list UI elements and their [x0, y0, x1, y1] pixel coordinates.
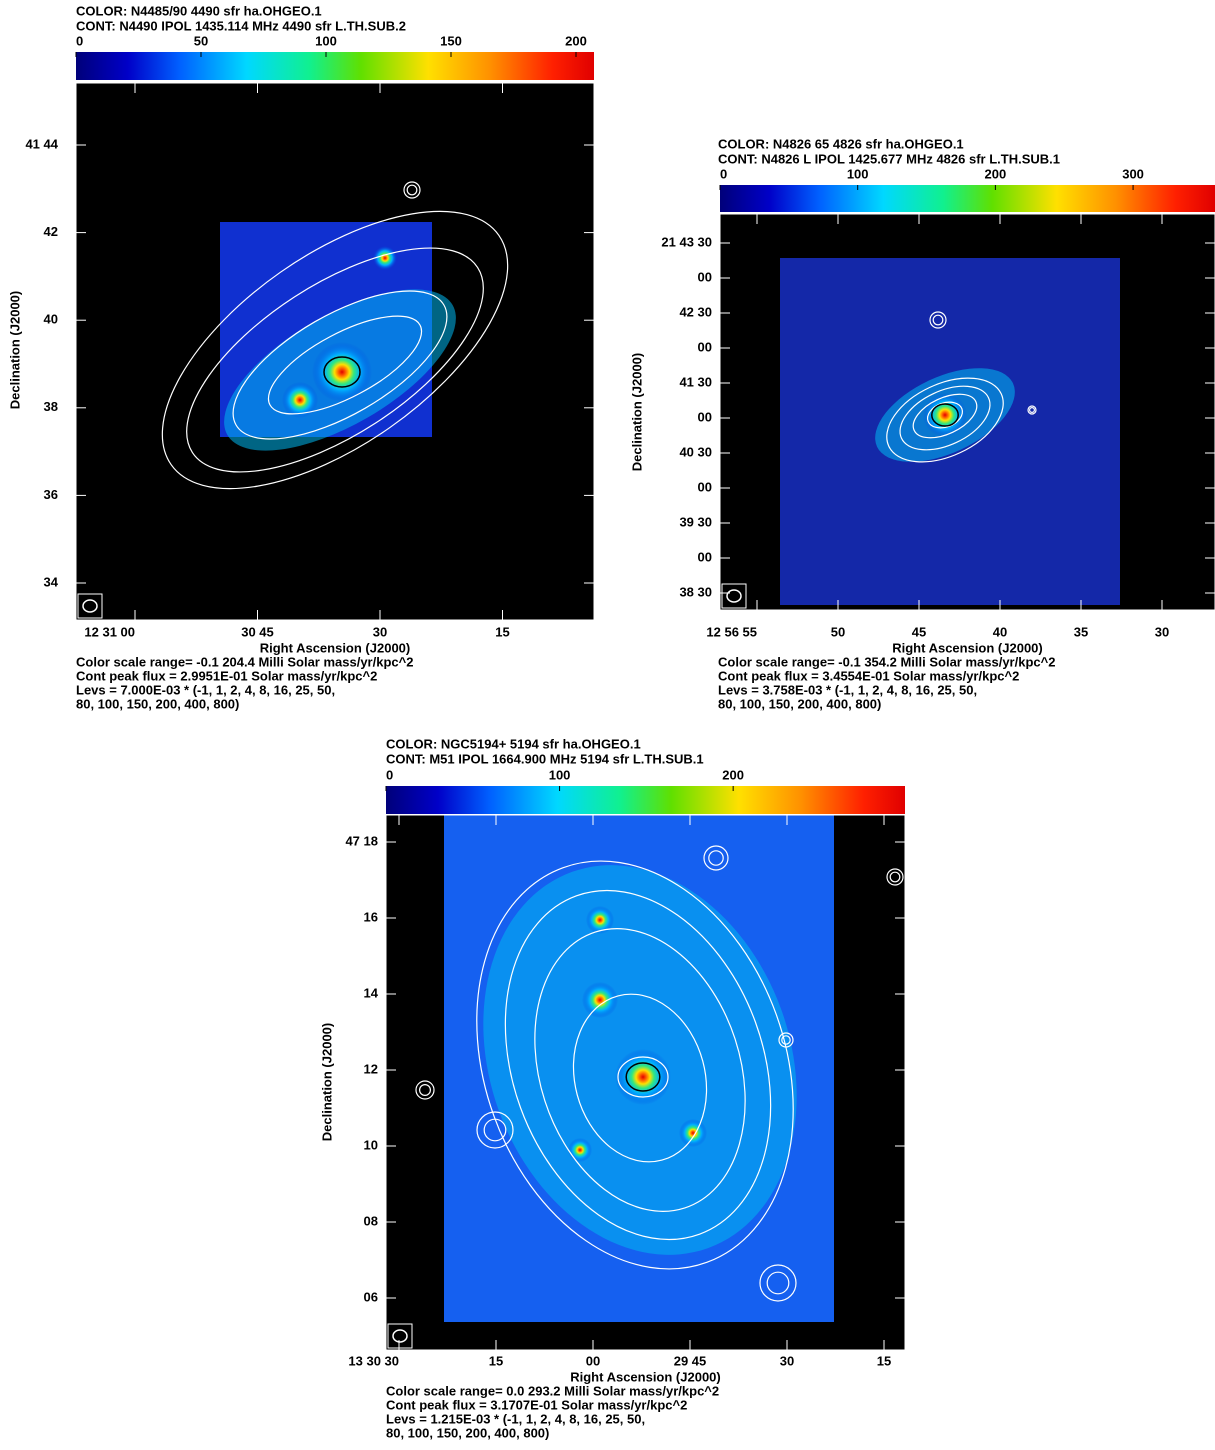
- note: 80, 100, 150, 200, 400, 800): [718, 696, 881, 711]
- color-label: COLOR: N4826 65 4826 sfr ha.OHGEO.1: [718, 136, 964, 151]
- note: 80, 100, 150, 200, 400, 800): [76, 696, 239, 711]
- y-tick-label: 06: [364, 1289, 378, 1304]
- colorbar-tick-label: 0: [76, 33, 83, 48]
- y-tick-label: 00: [698, 479, 712, 494]
- colorbar-tick-label: 200: [722, 767, 744, 782]
- note: Levs = 7.000E-03 * (-1, 1, 2, 4, 8, 16, …: [76, 682, 335, 697]
- y-tick-label: 21 43 30: [661, 234, 712, 249]
- emission-knot: [582, 982, 618, 1018]
- colorbar: [386, 786, 905, 814]
- y-tick-label: 00: [698, 339, 712, 354]
- cont-label: CONT: M51 IPOL 1664.900 MHz 5194 sfr L.T…: [386, 751, 704, 766]
- x-tick-label: 35: [1074, 624, 1088, 639]
- y-axis-label: Declination (J2000): [629, 353, 644, 472]
- note: Cont peak flux = 3.4554E-01 Solar mass/y…: [718, 668, 1019, 683]
- y-tick-label: 42: [44, 224, 58, 239]
- y-tick-label: 40 30: [679, 444, 712, 459]
- colorbar-tick-label: 0: [720, 166, 727, 181]
- colorbar-tick-label: 0: [386, 767, 393, 782]
- note: Color scale range= 0.0 293.2 Milli Solar…: [386, 1383, 719, 1398]
- y-axis-label: Declination (J2000): [7, 291, 22, 410]
- y-tick-label: 00: [698, 549, 712, 564]
- x-tick-label: 12 31 00: [84, 624, 135, 639]
- note: 80, 100, 150, 200, 400, 800): [386, 1425, 549, 1440]
- y-tick-label: 16: [364, 909, 378, 924]
- colorbar-tick-label: 100: [549, 767, 571, 782]
- x-tick-label: 30: [780, 1353, 794, 1368]
- y-tick-label: 12: [364, 1061, 378, 1076]
- x-tick-label: 15: [489, 1353, 503, 1368]
- x-tick-label: 40: [993, 624, 1007, 639]
- x-tick-label: 30: [1155, 624, 1169, 639]
- colorbar-tick-label: 100: [847, 166, 869, 181]
- x-tick-label: 50: [831, 624, 845, 639]
- y-tick-label: 38 30: [679, 584, 712, 599]
- cont-label: CONT: N4490 IPOL 1435.114 MHz 4490 sfr L…: [76, 18, 406, 33]
- y-tick-label: 10: [364, 1137, 378, 1152]
- y-tick-label: 47 18: [345, 833, 378, 848]
- emission-knot: [586, 906, 614, 934]
- note: Levs = 1.215E-03 * (-1, 1, 2, 4, 8, 16, …: [386, 1411, 645, 1426]
- note: Cont peak flux = 3.1707E-01 Solar mass/y…: [386, 1397, 687, 1412]
- x-tick-label: 13 30 30: [348, 1353, 399, 1368]
- x-tick-label: 29 45: [674, 1353, 707, 1368]
- y-tick-label: 08: [364, 1213, 378, 1228]
- y-tick-label: 34: [44, 574, 59, 589]
- cont-label: CONT: N4826 L IPOL 1425.677 MHz 4826 sfr…: [718, 151, 1060, 166]
- y-tick-label: 41 44: [25, 136, 58, 151]
- x-tick-label: 15: [495, 624, 509, 639]
- y-tick-label: 42 30: [679, 304, 712, 319]
- color-label: COLOR: N4485/90 4490 sfr ha.OHGEO.1: [76, 3, 322, 18]
- note: Levs = 3.758E-03 * (-1, 1, 2, 4, 8, 16, …: [718, 682, 977, 697]
- y-tick-label: 40: [44, 312, 58, 327]
- colorbar: [720, 185, 1215, 212]
- galaxy-core: [312, 342, 372, 402]
- x-tick-label: 00: [586, 1353, 600, 1368]
- colorbar-tick-label: 300: [1122, 166, 1144, 181]
- note: Color scale range= -0.1 354.2 Milli Sola…: [718, 654, 1055, 669]
- y-tick-label: 38: [44, 399, 58, 414]
- figure: COLOR: N4485/90 4490 sfr ha.OHGEO.1CONT:…: [0, 0, 1215, 1450]
- galaxy-core: [923, 393, 967, 437]
- x-axis-label: Right Ascension (J2000): [892, 640, 1043, 655]
- x-tick-label: 12 56 55: [706, 624, 757, 639]
- colorbar-tick-label: 200: [985, 166, 1007, 181]
- colorbar-tick-label: 200: [565, 33, 587, 48]
- y-tick-label: 00: [698, 409, 712, 424]
- emission-knot: [282, 382, 318, 418]
- emission-knot: [373, 246, 397, 270]
- colorbar-tick-label: 150: [440, 33, 462, 48]
- y-tick-label: 00: [698, 269, 712, 284]
- emission-knot: [679, 1119, 707, 1147]
- x-tick-label: 30 45: [241, 624, 274, 639]
- y-axis-label: Declination (J2000): [319, 1023, 334, 1142]
- y-tick-label: 41 30: [679, 374, 712, 389]
- color-label: COLOR: NGC5194+ 5194 sfr ha.OHGEO.1: [386, 736, 641, 751]
- x-axis-label: Right Ascension (J2000): [260, 640, 411, 655]
- x-tick-label: 15: [877, 1353, 891, 1368]
- x-tick-label: 30: [373, 624, 387, 639]
- note: Cont peak flux = 2.9951E-01 Solar mass/y…: [76, 668, 377, 683]
- y-tick-label: 36: [44, 487, 58, 502]
- colorbar-tick-label: 50: [194, 33, 208, 48]
- x-tick-label: 45: [912, 624, 926, 639]
- note: Color scale range= -0.1 204.4 Milli Sola…: [76, 654, 413, 669]
- colorbar-tick-label: 100: [315, 33, 337, 48]
- emission-knot: [568, 1138, 592, 1162]
- colorbar: [76, 52, 594, 80]
- x-axis-label: Right Ascension (J2000): [570, 1369, 721, 1384]
- y-tick-label: 39 30: [679, 514, 712, 529]
- y-tick-label: 14: [364, 985, 379, 1000]
